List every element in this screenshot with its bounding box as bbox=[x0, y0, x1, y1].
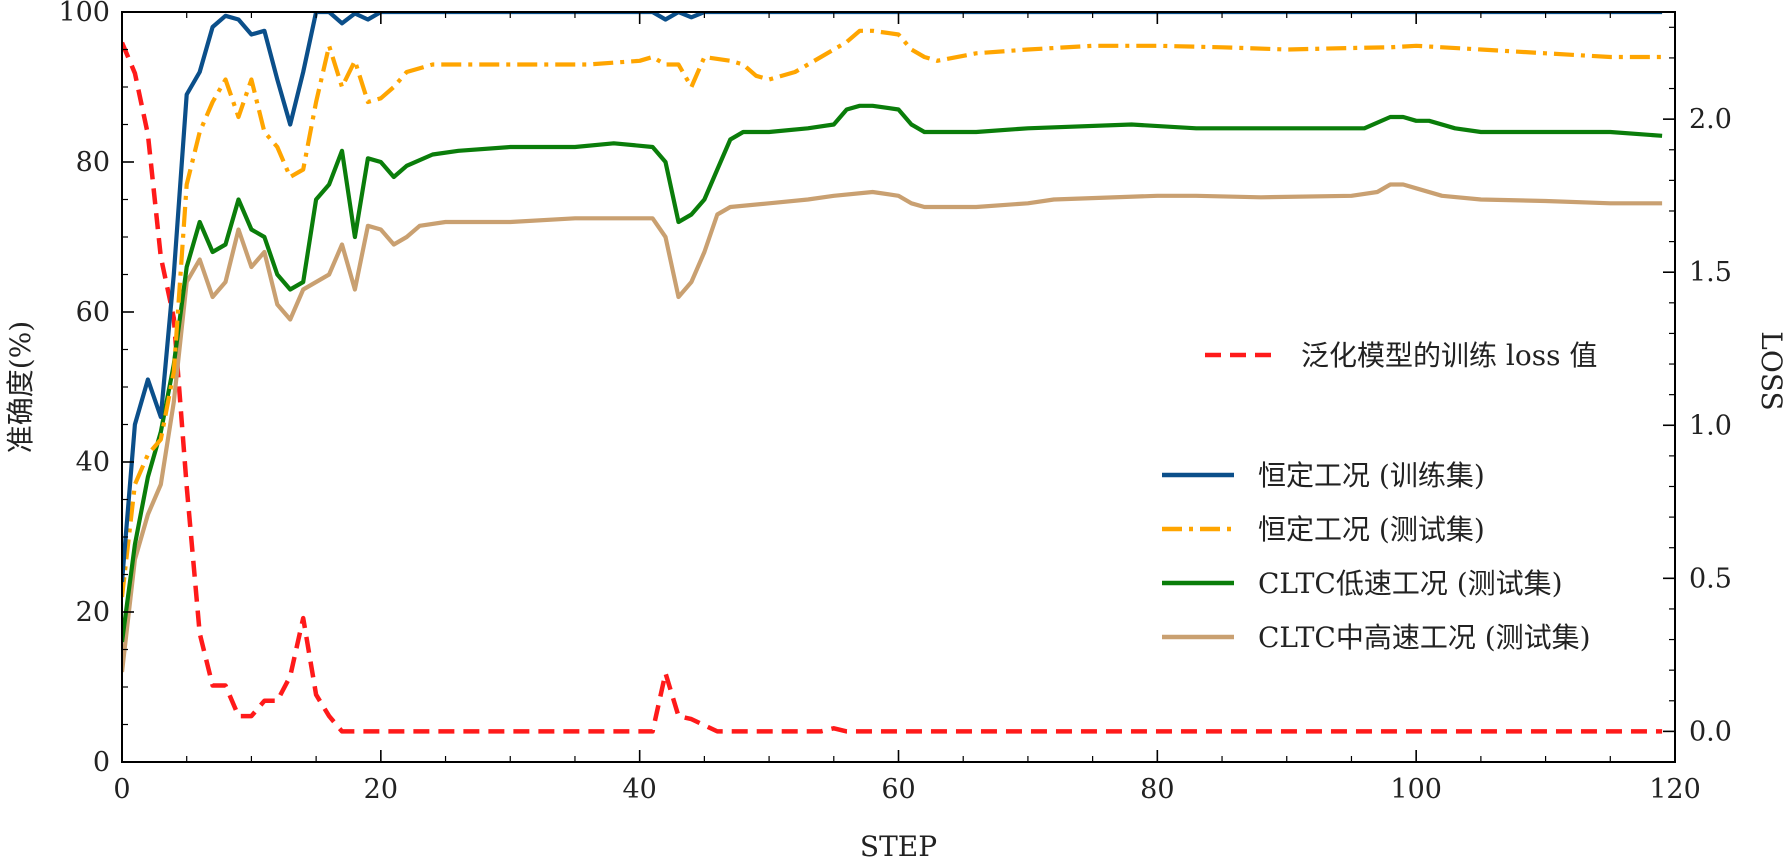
legend-label-4: 泛化模型的训练 loss 值 bbox=[1301, 339, 1597, 372]
y-right-axis-title: LOSS bbox=[1755, 331, 1786, 410]
x-tick-label: 60 bbox=[881, 774, 915, 805]
y-right-tick-label: 2.0 bbox=[1689, 104, 1732, 135]
x-tick-label: 40 bbox=[622, 774, 656, 805]
x-tick-label: 80 bbox=[1140, 774, 1174, 805]
x-axis-title: STEP bbox=[860, 830, 937, 863]
x-tick-label: 0 bbox=[113, 774, 130, 805]
series-line-0 bbox=[122, 12, 1663, 583]
y-left-tick-label: 100 bbox=[58, 0, 110, 28]
axes-layer: 0 20 40 60 80 100 120 0 20 40 60 80 100 0.0 0.5 1.0 1.5 2… bbox=[4, 0, 1786, 863]
y-right-tick-label: 1.0 bbox=[1689, 410, 1732, 441]
y-left-tick-label: 60 bbox=[76, 297, 110, 328]
y-right-tick-label: 0.0 bbox=[1689, 716, 1732, 747]
y-right-tick-label: 1.5 bbox=[1689, 257, 1732, 288]
series-layer bbox=[122, 12, 1663, 734]
y-left-tick-label: 0 bbox=[93, 747, 110, 778]
x-tick-label: 20 bbox=[364, 774, 398, 805]
series-line-2 bbox=[122, 103, 1663, 643]
y-left-tick-label: 20 bbox=[76, 597, 110, 628]
x-tick-label: 120 bbox=[1649, 774, 1701, 805]
y-left-tick-label: 80 bbox=[76, 147, 110, 178]
legend-label-2: CLTC低速工况 (测试集) bbox=[1258, 567, 1563, 600]
legend-label-3: CLTC中高速工况 (测试集) bbox=[1258, 621, 1591, 654]
series-line-1 bbox=[122, 28, 1663, 598]
x-tick-label: 100 bbox=[1390, 774, 1442, 805]
legend-label-1: 恒定工况 (测试集) bbox=[1258, 513, 1485, 546]
y-left-tick-label: 40 bbox=[76, 447, 110, 478]
y-right-tick-label: 0.5 bbox=[1689, 563, 1732, 594]
legend-label-0: 恒定工况 (训练集) bbox=[1258, 459, 1485, 492]
series-line-3 bbox=[122, 182, 1663, 673]
y-left-axis-title: 准确度(%) bbox=[4, 321, 37, 453]
